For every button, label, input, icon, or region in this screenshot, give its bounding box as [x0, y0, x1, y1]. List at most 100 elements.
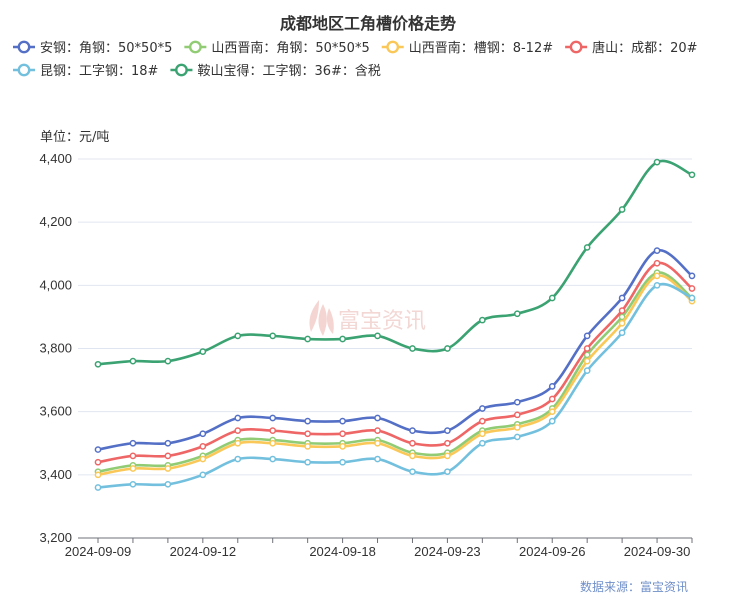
data-point[interactable]: [479, 439, 486, 447]
data-point[interactable]: [304, 417, 311, 425]
data-point[interactable]: [688, 294, 696, 302]
data-point[interactable]: [164, 357, 172, 365]
data-point[interactable]: [199, 471, 207, 479]
data-point[interactable]: [234, 414, 242, 422]
data-point[interactable]: [444, 468, 451, 476]
data-point[interactable]: [513, 411, 521, 419]
data-point[interactable]: [513, 424, 521, 431]
data-point[interactable]: [618, 206, 626, 213]
legend-item[interactable]: 山西晋南：槽钢：8-12#: [381, 40, 553, 56]
data-point[interactable]: [129, 357, 137, 365]
data-point[interactable]: [409, 452, 416, 460]
data-point[interactable]: [339, 430, 346, 438]
data-point[interactable]: [199, 348, 207, 356]
data-point[interactable]: [688, 171, 696, 179]
data-point[interactable]: [479, 417, 486, 425]
legend-circle-icon: [17, 63, 31, 77]
data-point[interactable]: [94, 360, 102, 368]
data-point[interactable]: [409, 468, 416, 476]
data-point[interactable]: [618, 294, 626, 302]
data-point[interactable]: [618, 319, 626, 327]
data-point[interactable]: [339, 458, 346, 466]
legend-item[interactable]: 唐山：成都：20#: [565, 40, 698, 56]
data-point[interactable]: [653, 247, 661, 254]
data-point[interactable]: [409, 439, 416, 447]
data-point[interactable]: [269, 427, 277, 434]
data-point[interactable]: [164, 465, 172, 472]
data-point[interactable]: [164, 452, 172, 460]
data-point[interactable]: [374, 332, 381, 340]
data-point[interactable]: [374, 455, 381, 463]
data-point[interactable]: [479, 430, 486, 438]
data-point[interactable]: [269, 332, 277, 340]
data-point[interactable]: [374, 439, 381, 447]
data-point[interactable]: [164, 480, 172, 488]
data-point[interactable]: [618, 313, 626, 321]
legend-item[interactable]: 昆钢：工字钢：18#: [13, 63, 158, 79]
legend-item[interactable]: 鞍山宝得：工字钢：36#：含税: [170, 63, 381, 79]
x-tick-label: 2024-09-30: [624, 544, 691, 559]
legend-item[interactable]: 山西晋南：角钢：50*50*5: [184, 40, 370, 56]
data-point[interactable]: [129, 439, 137, 447]
data-point[interactable]: [444, 427, 451, 434]
data-point[interactable]: [653, 281, 661, 289]
data-point[interactable]: [234, 427, 242, 434]
data-point[interactable]: [129, 465, 137, 472]
data-point[interactable]: [304, 458, 311, 466]
data-point[interactable]: [339, 417, 346, 425]
data-point[interactable]: [234, 455, 242, 463]
data-point[interactable]: [304, 335, 311, 343]
data-point[interactable]: [129, 452, 137, 460]
data-point[interactable]: [94, 471, 102, 479]
legend-item[interactable]: 安钢：角钢：50*50*5: [13, 40, 172, 56]
data-point[interactable]: [269, 414, 277, 422]
data-point[interactable]: [583, 357, 591, 365]
data-point[interactable]: [339, 335, 346, 343]
data-point[interactable]: [548, 417, 556, 425]
data-point[interactable]: [513, 433, 521, 441]
data-point[interactable]: [409, 345, 416, 352]
data-point[interactable]: [444, 452, 451, 460]
data-point[interactable]: [269, 455, 277, 463]
data-point[interactable]: [129, 480, 137, 488]
data-point[interactable]: [444, 345, 451, 352]
data-point[interactable]: [618, 307, 626, 314]
data-point[interactable]: [199, 443, 207, 450]
data-point[interactable]: [199, 430, 207, 438]
data-point[interactable]: [304, 443, 311, 450]
data-point[interactable]: [548, 383, 556, 390]
data-point[interactable]: [688, 285, 696, 292]
data-point[interactable]: [374, 427, 381, 434]
data-point[interactable]: [234, 332, 242, 340]
data-point[interactable]: [583, 244, 591, 251]
data-point[interactable]: [688, 272, 696, 280]
data-point[interactable]: [479, 405, 486, 412]
data-point[interactable]: [548, 395, 556, 403]
data-point[interactable]: [583, 345, 591, 352]
data-point[interactable]: [164, 439, 172, 447]
legend-label: 鞍山宝得：工字钢：36#：含税: [197, 63, 380, 79]
data-point[interactable]: [548, 408, 556, 416]
data-point[interactable]: [583, 351, 591, 359]
data-point[interactable]: [444, 439, 451, 447]
data-point[interactable]: [374, 414, 381, 422]
data-point[interactable]: [479, 316, 486, 324]
data-point[interactable]: [548, 294, 556, 302]
data-point[interactable]: [583, 332, 591, 340]
data-point[interactable]: [304, 430, 311, 438]
data-point[interactable]: [653, 272, 661, 280]
data-point[interactable]: [513, 310, 521, 318]
data-point[interactable]: [94, 458, 102, 466]
data-point[interactable]: [339, 443, 346, 450]
data-point[interactable]: [269, 439, 277, 447]
data-point[interactable]: [513, 398, 521, 406]
data-point[interactable]: [94, 446, 102, 453]
data-point[interactable]: [583, 367, 591, 374]
data-point[interactable]: [653, 158, 661, 166]
data-point[interactable]: [199, 455, 207, 463]
data-point[interactable]: [653, 259, 661, 267]
data-point[interactable]: [409, 427, 416, 434]
data-point[interactable]: [618, 329, 626, 337]
data-point[interactable]: [94, 484, 102, 491]
data-point[interactable]: [234, 439, 242, 447]
